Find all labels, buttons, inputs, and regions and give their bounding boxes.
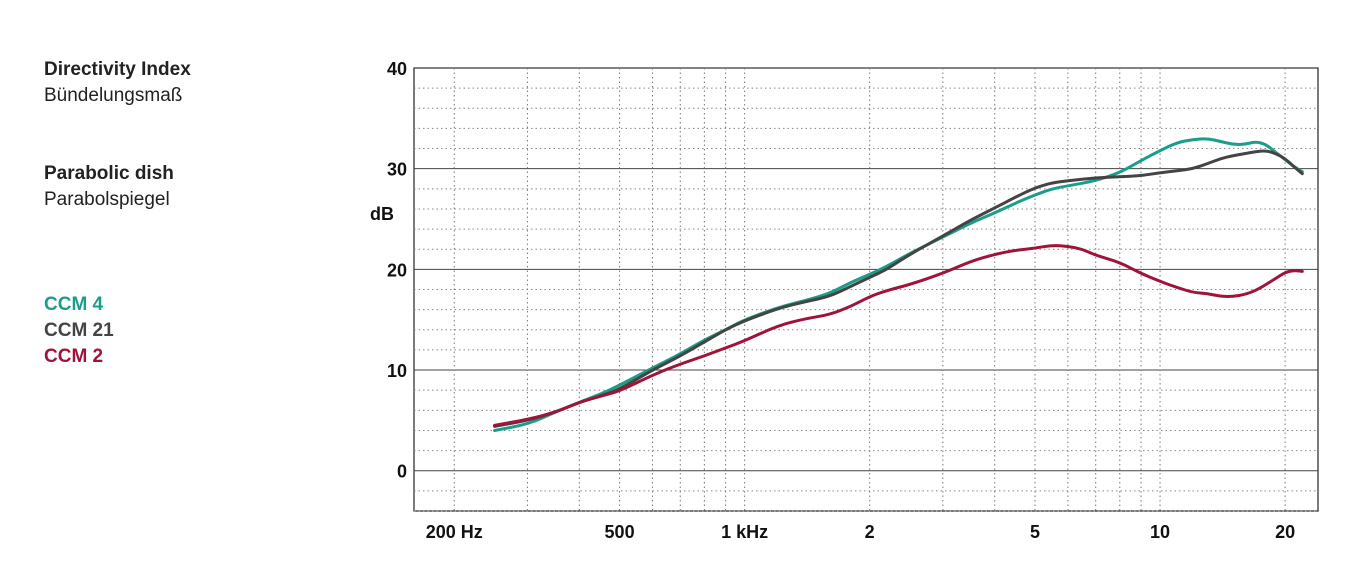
series-line-ccm2 [493,244,1304,427]
y-tick-label: 30 [387,160,407,180]
x-tick-label: 500 [605,522,635,542]
y-tick-label: 20 [387,260,407,280]
chart-title-block: Directivity Index Bündelungsmaß [44,57,191,109]
legend: CCM 4 CCM 21 CCM 2 [44,292,114,370]
legend-ccm2: CCM 2 [44,346,104,367]
legend-ccm4: CCM 4 [44,294,104,315]
x-tick-label: 200 Hz [426,522,483,542]
series-line-ccm4 [493,137,1304,432]
x-tick-label: 1 kHz [721,522,768,542]
chart-title-en: Directivity Index [44,59,191,80]
y-axis-label: dB [370,204,394,224]
chart-title-de: Bündelungsmaß [44,85,183,106]
y-tick-label: 0 [397,462,407,482]
x-tick-label: 2 [865,522,875,542]
legend-ccm21: CCM 21 [44,320,114,341]
x-tick-label: 10 [1150,522,1170,542]
y-tick-label: 10 [387,361,407,381]
chart-subtitle-de: Parabolspiegel [44,189,170,210]
x-tick-label: 20 [1275,522,1295,542]
series-line-ccm21 [493,149,1304,428]
chart-subtitle-en: Parabolic dish [44,163,174,184]
x-tick-label: 5 [1030,522,1040,542]
chart-subtitle-block: Parabolic dish Parabolspiegel [44,161,174,213]
y-tick-label: 40 [387,59,407,79]
